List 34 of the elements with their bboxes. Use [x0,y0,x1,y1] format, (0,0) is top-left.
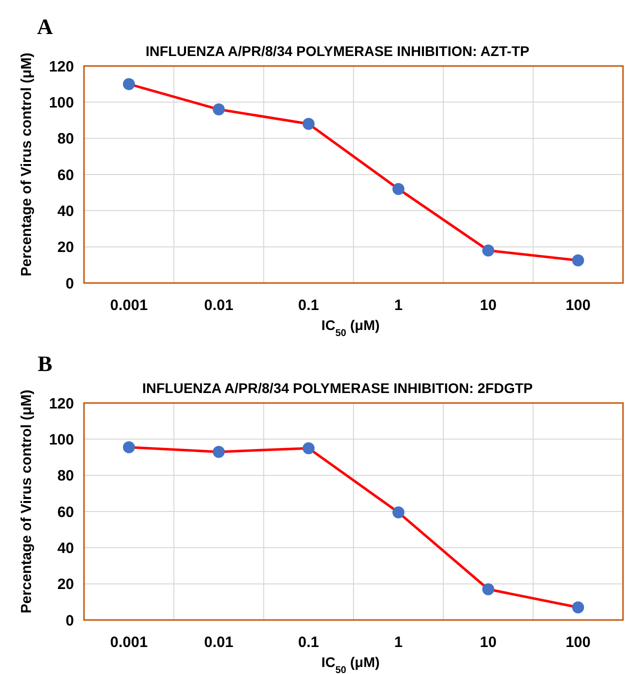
text: B [38,351,53,376]
y-tick-label: 40 [57,540,74,557]
y-tick-label: 120 [48,395,74,412]
x-axis-title: IC$_{50}$ (μM) [321,654,380,674]
y-tick-label: 0 [66,275,74,292]
y-tick-label: 60 [57,504,74,521]
y-axis-title: Percentage of Virus control (μM) [19,52,35,276]
chart-title: INFLUENZA A/PR/8/34 POLYMERASE INHIBITION: 2FDGTP [142,380,533,396]
x-tick-label: 0.1 [298,297,320,314]
y-tick-label: 80 [57,130,74,148]
x-tick-label: 0.01 [204,297,234,314]
y-tick-label: 120 [48,58,74,76]
x-tick-label: 0.01 [204,634,234,651]
y-tick-label: 80 [57,468,74,485]
x-tick-label: 1 [394,634,403,651]
text: A [37,14,54,39]
x-tick-label: 10 [480,634,497,651]
y-tick-label: 20 [57,576,74,594]
y-axis-title: Percentage of Virus control (μM) [19,389,35,614]
y-tick-label: 100 [48,431,74,448]
y-tick-label: 60 [57,166,74,184]
x-tick-label: 0.001 [110,634,148,651]
y-tick-label: 40 [57,202,74,220]
x-tick-label: 100 [566,297,591,314]
x-tick-label: 100 [566,634,591,651]
y-tick-label: 100 [48,94,74,112]
x-tick-label: 0.001 [110,297,148,314]
x-tick-label: 0.1 [298,634,320,651]
x-tick-label: 10 [480,297,497,314]
y-tick-label: 20 [57,239,74,256]
x-axis-title: IC$_{50}$ (μM) [321,317,380,338]
y-tick-label: 0 [66,612,74,630]
chart-title: INFLUENZA A/PR/8/34 POLYMERASE INHIBITION: AZT-TP [146,43,530,59]
x-tick-label: 1 [394,297,403,314]
